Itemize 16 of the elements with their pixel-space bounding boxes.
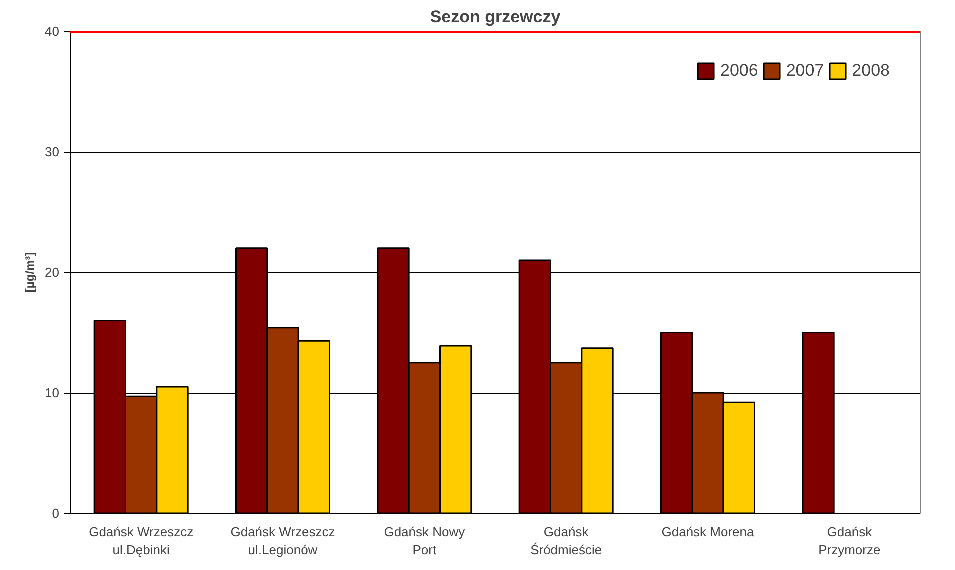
y-tick-label: 10: [45, 386, 60, 400]
y-axis-title: [µg/m³]: [23, 252, 38, 293]
x-tick-label: Gdańsk Przymorze: [818, 524, 881, 558]
x-tick-label: Gdańsk Nowy Port: [384, 524, 466, 558]
y-tick-label: 40: [45, 24, 60, 39]
x-tick-label: Gdańsk Morena: [662, 524, 756, 540]
legend-label: 2008: [852, 61, 890, 81]
x-tick-label: Gdańsk Wrzeszcz ul.Dębinki: [89, 524, 194, 558]
chart-title: Sezon grzewczy: [430, 8, 562, 26]
legend-label: 2006: [720, 61, 758, 81]
y-tick-label: 30: [45, 144, 60, 160]
x-tick-label: Gdańsk Śródmieście: [530, 524, 602, 558]
x-tick-label: Gdańsk Wrzeszcz ul.Legionów: [230, 524, 336, 558]
y-tick-label: 0: [52, 506, 60, 521]
legend-label: 2007: [786, 61, 824, 81]
y-tick-label: 20: [45, 265, 60, 280]
